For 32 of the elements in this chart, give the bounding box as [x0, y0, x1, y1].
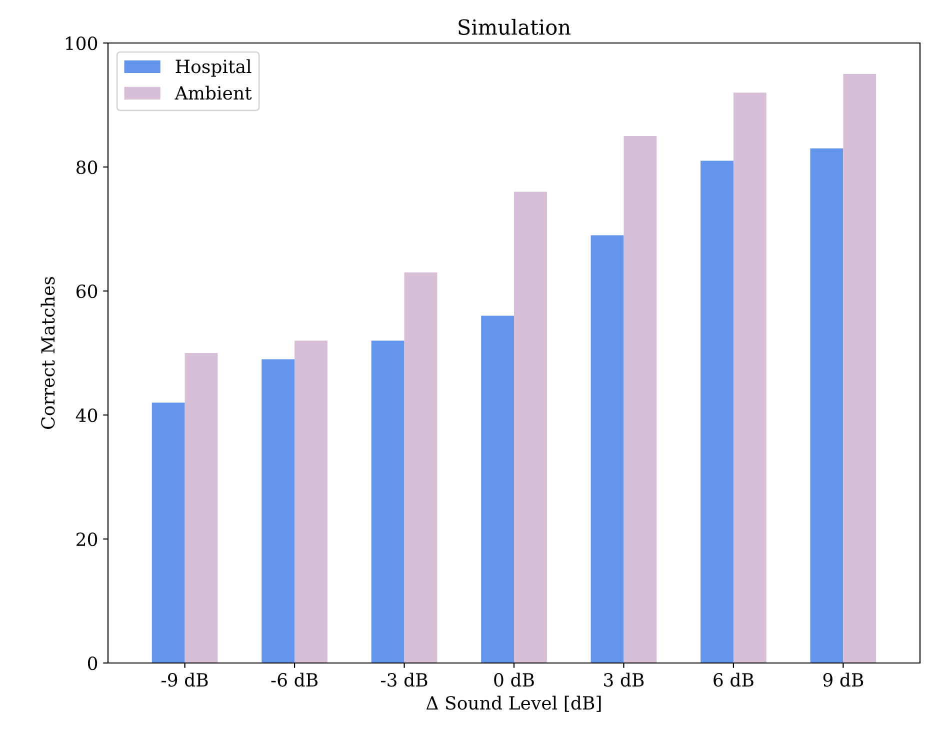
x-tick-label: -3 dB	[380, 672, 428, 687]
bar	[184, 353, 218, 663]
bar	[590, 235, 624, 663]
bar	[262, 359, 295, 663]
bar	[481, 316, 514, 663]
x-tick-label: 0 dB	[494, 672, 534, 687]
x-tick-label: 6 dB	[714, 672, 754, 687]
x-tick-label: -9 dB	[162, 672, 208, 687]
bar	[404, 272, 438, 663]
y-tick-label: 80	[76, 160, 98, 174]
bar	[371, 340, 404, 663]
bar	[733, 92, 766, 663]
bar	[294, 340, 328, 663]
bar	[624, 136, 657, 663]
y-tick-label: 100	[66, 36, 98, 50]
x-axis-title: Δ Sound Level [dB]	[426, 696, 601, 712]
bar	[152, 402, 185, 663]
chart-title: Simulation	[458, 18, 571, 35]
y-tick-label: 0	[88, 656, 98, 670]
x-tick-label: -6 dB	[271, 672, 318, 687]
y-tick-label: 20	[76, 532, 98, 546]
legend-label: Hospital	[176, 59, 252, 77]
bar	[810, 148, 844, 663]
y-axis-title: Correct Matches	[40, 276, 55, 429]
x-tick-label: 3 dB	[604, 672, 644, 687]
y-tick-label: 40	[76, 408, 98, 422]
x-tick-label: 9 dB	[823, 672, 864, 687]
bar	[514, 192, 547, 663]
y-tick-label: 60	[76, 284, 98, 298]
bar	[700, 160, 734, 663]
legend-label: Ambient	[174, 86, 252, 100]
bar	[843, 74, 876, 663]
